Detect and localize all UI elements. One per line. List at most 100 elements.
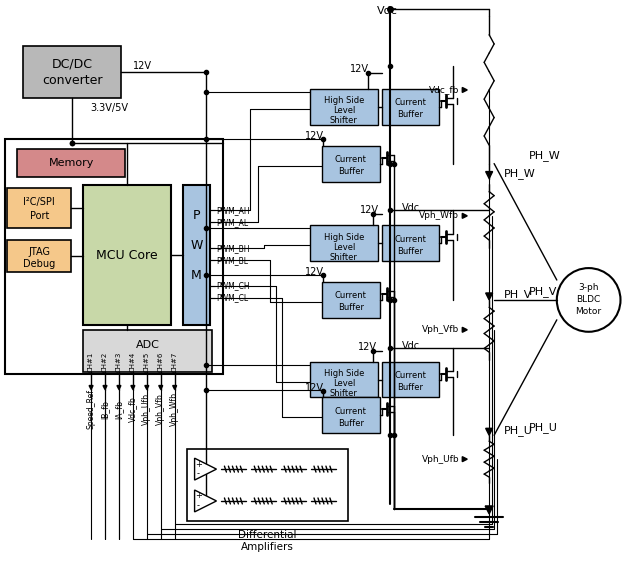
Polygon shape: [486, 428, 493, 435]
Text: BLDC: BLDC: [577, 296, 601, 304]
Text: MCU Core: MCU Core: [96, 249, 158, 262]
Text: +: +: [195, 460, 202, 468]
Text: IA_fb: IA_fb: [115, 400, 123, 419]
Text: 12V: 12V: [133, 61, 152, 71]
Polygon shape: [486, 172, 493, 179]
Text: PH_V: PH_V: [504, 289, 533, 300]
Text: 3-ph: 3-ph: [578, 284, 599, 293]
Text: CH#4: CH#4: [130, 351, 136, 372]
Text: Vph_Ufb: Vph_Ufb: [142, 393, 151, 425]
Text: PWM_CH: PWM_CH: [217, 281, 250, 290]
Text: Shifter: Shifter: [330, 253, 358, 262]
Text: CH#5: CH#5: [144, 351, 150, 372]
Bar: [382, 362, 439, 397]
Text: PH_U: PH_U: [529, 422, 558, 433]
Text: Buffer: Buffer: [338, 167, 364, 176]
Bar: [18, 149, 125, 177]
Text: CH#2: CH#2: [102, 351, 108, 372]
Text: High Side: High Side: [324, 96, 364, 106]
Text: DC/DC: DC/DC: [52, 57, 93, 71]
Text: Current: Current: [394, 98, 426, 107]
Text: PWM_AH: PWM_AH: [217, 206, 250, 215]
Text: Vph_Ufb: Vph_Ufb: [422, 455, 459, 464]
Text: PWM_AL: PWM_AL: [217, 218, 249, 227]
Text: Shifter: Shifter: [330, 389, 358, 398]
Text: Vph_Vfb: Vph_Vfb: [422, 325, 459, 334]
Text: converter: converter: [42, 73, 103, 87]
Text: 3.3V/5V: 3.3V/5V: [90, 103, 128, 113]
Bar: [183, 185, 210, 325]
Bar: [83, 185, 171, 325]
Text: IB_fb: IB_fb: [101, 400, 110, 419]
Text: PH_W: PH_W: [504, 168, 536, 179]
Text: PWM_CL: PWM_CL: [217, 293, 249, 302]
Text: P: P: [193, 209, 200, 222]
Text: Vdc: Vdc: [377, 6, 398, 17]
Text: Buffer: Buffer: [338, 304, 364, 312]
Text: CH#3: CH#3: [116, 351, 122, 372]
Text: Level: Level: [332, 106, 355, 115]
Polygon shape: [486, 293, 493, 300]
Polygon shape: [159, 386, 163, 390]
Text: Memory: Memory: [48, 158, 94, 168]
Bar: [8, 241, 71, 272]
Text: 12V: 12V: [305, 267, 324, 277]
Text: Buffer: Buffer: [398, 383, 424, 392]
Text: W: W: [190, 239, 203, 252]
Bar: [4, 139, 223, 374]
Text: -: -: [197, 470, 200, 479]
Text: Current: Current: [335, 155, 367, 164]
Text: Buffer: Buffer: [338, 419, 364, 428]
Text: I²C/SPI: I²C/SPI: [23, 197, 55, 207]
Text: Differential: Differential: [238, 530, 297, 540]
Text: Current: Current: [335, 407, 367, 416]
Polygon shape: [145, 386, 149, 390]
Text: 12V: 12V: [360, 205, 379, 215]
Polygon shape: [103, 386, 107, 390]
Bar: [8, 188, 71, 228]
Text: 12V: 12V: [358, 342, 377, 352]
Text: Current: Current: [394, 235, 426, 244]
Text: Buffer: Buffer: [398, 247, 424, 255]
Text: Buffer: Buffer: [398, 110, 424, 119]
Bar: [23, 46, 121, 98]
Text: Motor: Motor: [575, 308, 602, 316]
Polygon shape: [462, 457, 467, 461]
Polygon shape: [485, 506, 493, 514]
Text: 12V: 12V: [350, 64, 369, 74]
Circle shape: [557, 268, 620, 332]
Text: CH#6: CH#6: [158, 351, 164, 372]
Bar: [382, 226, 439, 261]
Bar: [322, 282, 380, 318]
Polygon shape: [462, 327, 467, 332]
Bar: [310, 362, 377, 397]
Text: Vdc: Vdc: [401, 341, 419, 351]
Text: JTAG: JTAG: [28, 247, 50, 257]
Text: Level: Level: [332, 243, 355, 251]
Bar: [310, 226, 377, 261]
Text: Current: Current: [335, 292, 367, 300]
Text: PWM_BH: PWM_BH: [217, 244, 250, 253]
Text: Vdc_fb: Vdc_fb: [429, 86, 459, 95]
Text: PH_V: PH_V: [529, 286, 557, 297]
Polygon shape: [195, 458, 217, 480]
Text: 12V: 12V: [305, 131, 324, 141]
Text: Shifter: Shifter: [330, 117, 358, 125]
Text: Amplifiers: Amplifiers: [241, 542, 294, 552]
Polygon shape: [173, 386, 177, 390]
Bar: [322, 397, 380, 433]
Text: +: +: [195, 491, 202, 501]
Text: High Side: High Side: [324, 232, 364, 242]
Text: Vph_Wfb: Vph_Wfb: [419, 211, 459, 220]
Polygon shape: [195, 490, 217, 512]
Text: CH#7: CH#7: [172, 351, 178, 372]
Bar: [382, 89, 439, 125]
Text: High Side: High Side: [324, 369, 364, 378]
Text: -: -: [197, 502, 200, 510]
Bar: [310, 89, 377, 125]
Polygon shape: [462, 214, 467, 218]
Text: Speed_Ref: Speed_Ref: [86, 389, 96, 429]
Bar: [83, 330, 212, 371]
Polygon shape: [462, 87, 467, 92]
Polygon shape: [131, 386, 135, 390]
